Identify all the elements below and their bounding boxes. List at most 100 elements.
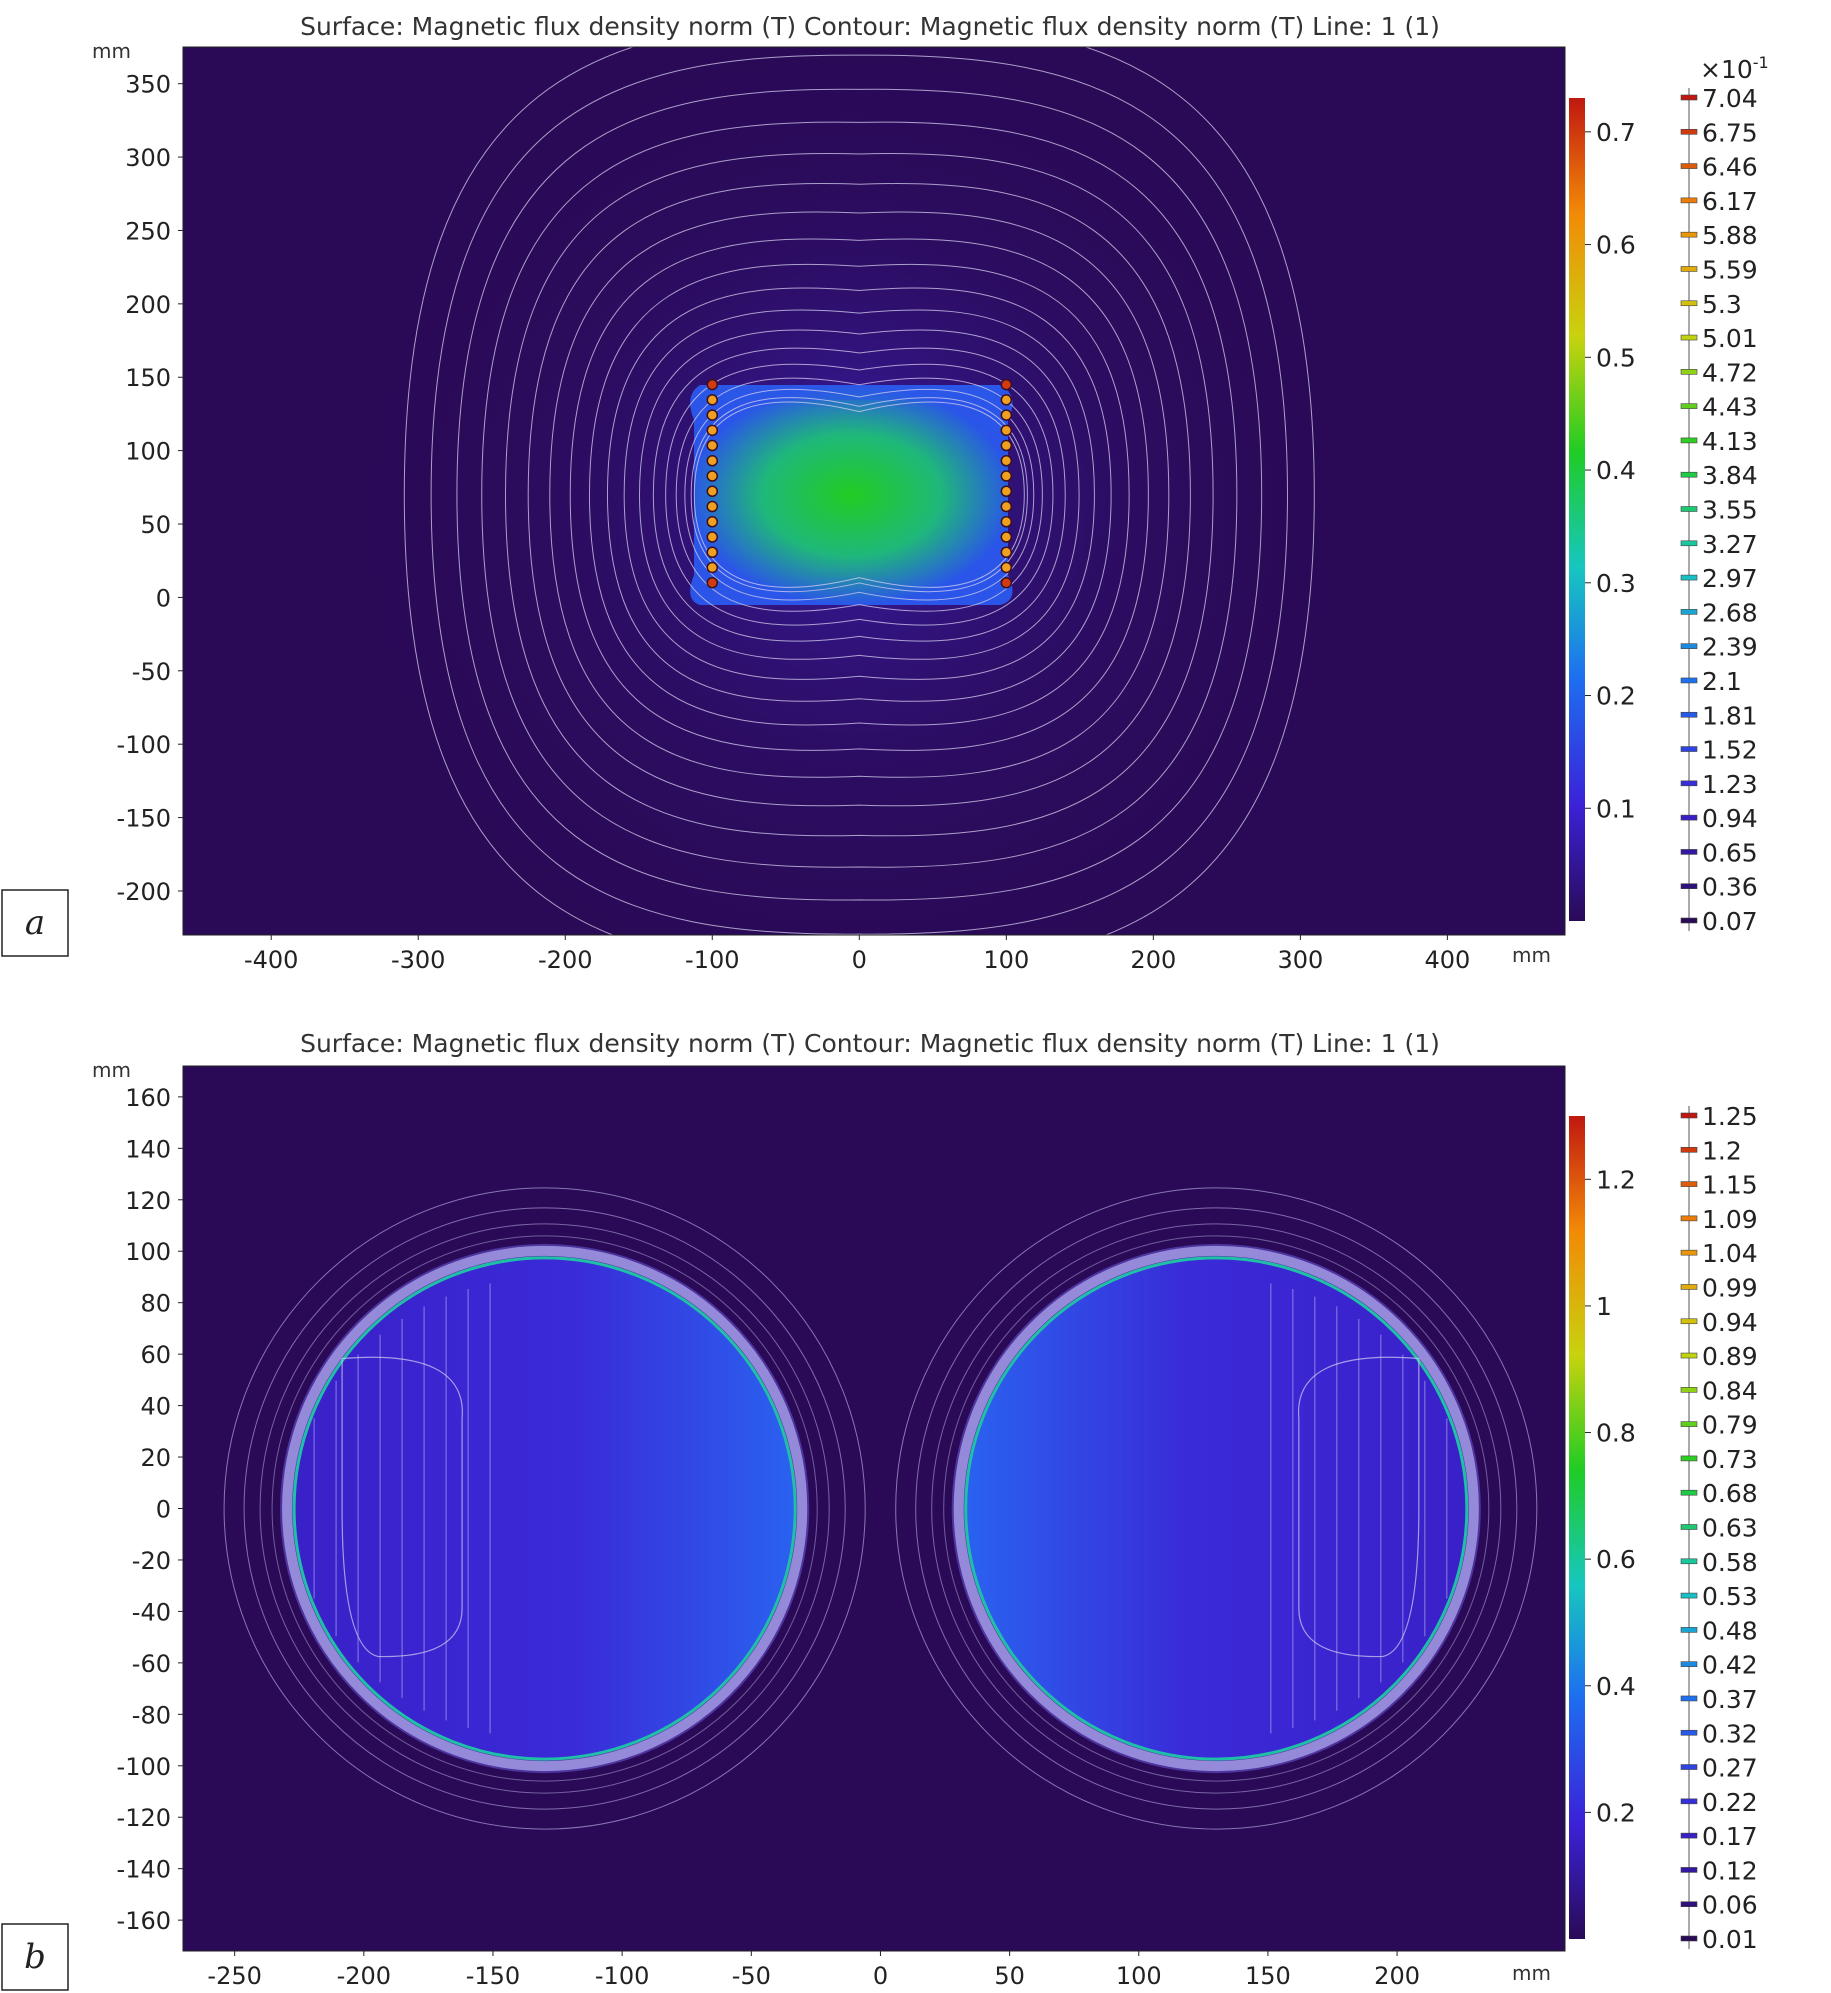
panel-a-y-tick-label: 350 [125,71,171,99]
panel-a-contour-line [693,401,1025,588]
panel-a-x-tick-label: -100 [685,946,739,974]
panel-a-conductor [706,394,719,406]
panel-b-y-tick-label: -100 [117,1753,171,1781]
panel-a-contour-legend-swatch [1680,780,1698,787]
panel-b-contour-legend-swatch [1680,1832,1698,1839]
panel-a-contour-legend-swatch [1680,403,1698,409]
panel-b-contour-legend-label: 0.01 [1702,1925,1758,1954]
panel-a-contour-legend-label: 5.3 [1702,290,1742,319]
panel-a-contour-legend-swatch [1680,506,1698,512]
panel-a-x-ticks: -400 -300 -200 -100 0 100 200 300 400 [244,935,1470,974]
panel-a-contour-legend-label: 3.84 [1702,461,1758,490]
panel-b-y-tick-label: 0 [156,1496,171,1524]
panel-a-contour-legend-label: 5.88 [1702,221,1758,250]
panel-a-contour-legend-swatch [1680,849,1698,855]
panel-a-contour-legend-label: 4.43 [1702,393,1758,422]
panel-b-x-tick-label: 200 [1374,1962,1420,1990]
panel-b-contour-legend-label: 0.68 [1702,1479,1758,1508]
panel-b-contour-legend-label: 0.17 [1702,1822,1758,1851]
panel-a-y-tick-label: -200 [117,878,171,906]
panel-a-contour-legend-swatch [1680,609,1698,615]
panel-a-contour-lines [403,47,1315,935]
panel-b-y-tick-label: -120 [117,1804,171,1832]
panel-a-conductor [706,576,719,589]
panel-b-y-tick-label: 20 [140,1444,171,1472]
panel-b-y-tick-label: -160 [117,1907,171,1935]
panel-a-conductor [1000,455,1013,467]
panel-b-contour-legend-swatch [1680,1387,1698,1393]
panel-b-colorbar-tick-label: 0.2 [1596,1798,1636,1827]
panel-a-x-tick-label: 300 [1277,946,1323,974]
panel-a-contour-legend-label: 0.36 [1702,873,1758,902]
panel-a-conductor [1000,576,1013,589]
panel-a-conductor [706,439,719,452]
panel-a-contour-legend-label: 1.23 [1702,770,1758,799]
panel-a-label: a [25,903,45,943]
panel-b-x-tick-label: 150 [1245,1962,1291,1990]
panel-b-contour-legend-swatch [1680,1558,1698,1565]
panel-b-colorbar [1569,1116,1585,1939]
panel-a-contour-legend-label: 2.68 [1702,598,1758,627]
panel-b-contour-legend-swatch [1680,1455,1698,1462]
panel-a-y-tick-label: 300 [125,144,171,172]
panel-b-contour-legend-label: 1.25 [1702,1102,1758,1131]
panel-a-contour-line [588,263,1130,726]
panel-a-contour-legend-swatch [1680,540,1698,547]
panel-b-x-ticks: -250 -200 -150 -100 -50 0 50 100 150 200 [207,1951,1420,1990]
panel-a-contour-legend-label: 0.94 [1702,804,1758,833]
panel-a-plot [183,47,1565,935]
panel-a-contour-legend-swatch [1680,94,1698,101]
panel-b-contour-legend-swatch [1680,1318,1698,1325]
panel-a-contour-legend-swatch [1680,163,1698,169]
panel-b-ring-interior [294,1257,796,1760]
panel-a-contour-legend-swatch [1680,677,1698,684]
panel-a-conductor [1000,394,1013,406]
panel-b-y-tick-label: 40 [140,1393,171,1421]
panel-a-contour-legend-swatch [1680,471,1698,478]
panel-b-colorbar-tick-label: 0.4 [1596,1672,1636,1701]
panel-a-contour-legend-swatch [1680,266,1698,272]
panel-b-contour-legend-label: 0.94 [1702,1308,1758,1337]
panel-a-contour-legend-label: 4.72 [1702,358,1758,387]
panel-b-contour-legend-swatch [1680,1181,1698,1187]
panel-b-contour-legend-label: 0.06 [1702,1891,1758,1920]
panel-a-conductor [706,470,719,482]
panel-a-y-tick-label: 150 [125,364,171,392]
panel-b-y-tick-label: -40 [132,1598,171,1626]
panel-a-contour-exponent: -1 [1753,53,1769,72]
panel-b-contour-legend-label: 1.15 [1702,1171,1758,1200]
panel-a-contour-legend-swatch [1680,231,1698,238]
panel-b-ring-conductor-line [292,1256,797,1761]
panel-b-contour-legend-swatch [1680,1524,1698,1530]
panel-b-y-tick-label: 60 [140,1341,171,1369]
panel-a-y-tick-label: 200 [125,291,171,319]
panel-b-ring-outer-contour [943,1235,1490,1782]
panel-a-colorbar-tick-label: 0.1 [1596,794,1636,823]
panel-a-conductor [1000,516,1013,528]
panel-a-frame [182,46,1566,936]
panel-a-contour-legend-swatch [1680,197,1698,204]
panel-a-x-tick-label: 400 [1424,946,1470,974]
panel-a-contour-legend-label: 0.65 [1702,838,1758,867]
panel-a-contour-legend-label: 5.59 [1702,255,1758,284]
panel-a-contour-legend-label: 2.97 [1702,564,1758,593]
panel-a-conductor [1000,546,1013,559]
panel-b-ring-shell [953,1245,1479,1772]
panel-b-y-tick-label: -80 [132,1701,171,1729]
panel-a-contour-line [505,153,1214,837]
panel-b-colorbar-tick-label: 1 [1596,1292,1612,1321]
panel-a: Surface: Magnetic flux density norm (T) … [1,12,1769,974]
panel-b-y-tick-label: 120 [125,1187,171,1215]
panel-b-contour-legend-label: 0.79 [1702,1411,1758,1440]
panel-b-y-unit: mm [92,1058,131,1082]
panel-b-label: b [24,1937,46,1977]
panel-b-contour-legend: 1.25 1.2 1.15 1.09 1.04 0.99 0.94 0.89 0.84 0.79 0… [1680,1102,1758,1954]
panel-b-contour-legend-label: 0.22 [1702,1788,1758,1817]
panel-a-colorbar-tick-label: 0.6 [1596,231,1636,260]
panel-b-y-tick-label: -60 [132,1650,171,1678]
panel-b-contour-legend-swatch [1680,1695,1698,1702]
panel-a-contour-multiplier: ×10 [1700,55,1753,84]
panel-a-colorbar-tick-label: 0.2 [1596,682,1636,711]
panel-a-contour-legend-swatch [1680,574,1698,581]
